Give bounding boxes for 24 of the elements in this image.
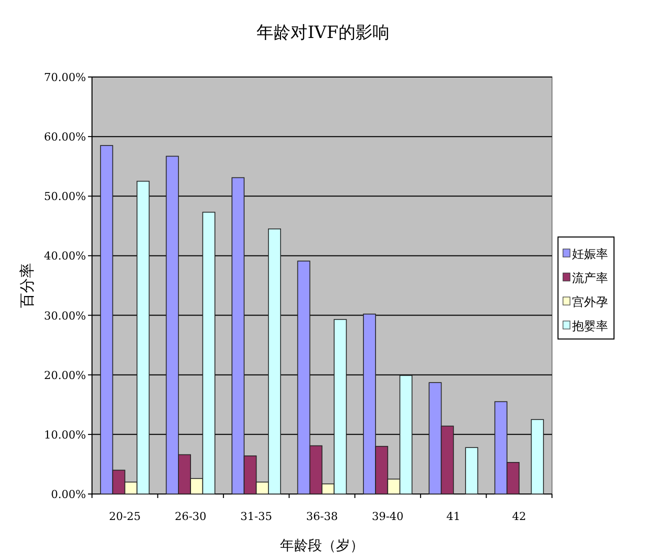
x-tick-label: 42 [512,510,526,523]
y-tick-label: 60.00% [44,130,86,144]
legend-label: 妊娠率 [572,247,608,261]
y-tick-label: 70.00% [44,71,86,84]
x-tick-label: 26-30 [174,510,206,523]
y-tick-label: 30.00% [44,309,86,322]
y-tick-label: 10.00% [44,428,86,442]
chart-title: 年龄对IVF的影响 [256,23,390,43]
legend-label: 抱婴率 [572,319,608,333]
y-tick-label: 40.00% [44,250,86,263]
x-tick-label: 31-35 [240,510,272,523]
y-tick-label: 20.00% [44,368,86,382]
x-axis-title: 年龄段（岁） [280,538,364,554]
legend-label: 流产率 [572,271,608,285]
x-tick-label: 41 [446,510,460,523]
bar [530,419,544,494]
y-axis-title: 百分率 [18,263,36,308]
x-tick-label: 39-40 [372,510,404,523]
x-tick-label: 36-38 [306,510,338,523]
y-tick-label: 0.00% [51,488,86,501]
y-tick-label: 50.00% [44,190,86,204]
bar [465,447,478,494]
legend-label: 宫外孕 [572,295,608,309]
x-tick-label: 20-25 [109,510,141,523]
